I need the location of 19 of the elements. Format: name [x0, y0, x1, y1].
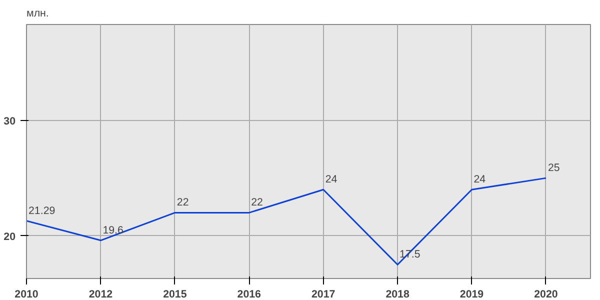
data-label: 21.29	[28, 204, 56, 217]
x-tick-label: 2019	[460, 288, 484, 300]
data-label: 24	[474, 174, 486, 186]
y-tick-label: 30	[4, 115, 16, 128]
x-tick-label: 2012	[88, 288, 113, 300]
data-label: 22	[251, 196, 264, 209]
data-label: 24	[325, 174, 338, 186]
data-label: 22	[176, 196, 189, 209]
line-series	[26, 177, 547, 266]
x-tick-label: 2020	[534, 288, 558, 300]
x-tick-label: 2016	[237, 288, 262, 300]
x-tick-label: 2015	[163, 288, 187, 300]
x-tick-label: 2010	[14, 288, 38, 300]
y-axis-title: млн.	[26, 8, 49, 20]
x-tick-label: 2017	[311, 288, 336, 300]
x-tick-label: 2018	[386, 288, 410, 300]
data-label: 25	[548, 162, 560, 174]
y-tick-label: 20	[4, 230, 16, 243]
data-label: 19.6	[102, 224, 124, 236]
